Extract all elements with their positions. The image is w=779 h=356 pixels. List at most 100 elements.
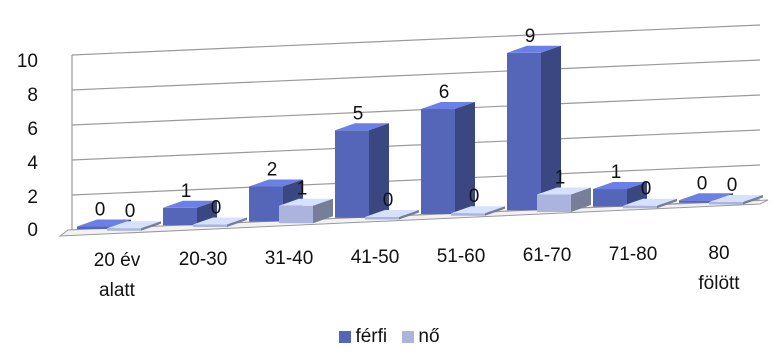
- bar-side: [571, 187, 591, 212]
- legend-label-no: nő: [418, 326, 440, 347]
- bar-side: [227, 217, 247, 227]
- bar-side: [141, 221, 161, 231]
- y-tick-label: 6: [27, 119, 38, 140]
- legend: férfi nő: [0, 326, 779, 349]
- bar: [365, 209, 419, 220]
- y-tick-label: 10: [17, 51, 38, 72]
- x-tick-label: 31-40: [265, 248, 314, 269]
- bar-top: [709, 194, 763, 202]
- x-tick-label: alatt: [99, 280, 136, 301]
- data-label: 2: [267, 160, 278, 181]
- bar-front: [537, 194, 571, 212]
- bar: [507, 45, 561, 211]
- bar-front: [335, 130, 369, 218]
- y-axis: 0 2 4 6 8 10: [17, 51, 39, 241]
- bar: [709, 194, 763, 205]
- bar-front: [421, 109, 455, 215]
- bar-front: [77, 226, 111, 230]
- bar-front: [709, 201, 743, 205]
- data-label: 1: [181, 181, 192, 202]
- bar: [193, 217, 247, 227]
- bar-front: [451, 213, 485, 216]
- bar-front: [365, 216, 399, 220]
- gridline: [71, 129, 761, 161]
- data-label: 5: [353, 103, 364, 124]
- data-label: 0: [95, 200, 106, 221]
- legend-label-ferfi: férfi: [355, 326, 388, 347]
- bar-top: [77, 219, 131, 227]
- gridlines: [58, 24, 769, 237]
- bar-top: [421, 102, 475, 110]
- legend-item-ferfi: férfi: [339, 326, 387, 348]
- x-axis-labels: 20 év alatt 20-30 31-40 41-50 51-60 61-70 71-80…: [94, 243, 741, 301]
- legend-swatch-no: [402, 331, 415, 343]
- data-label: 1: [555, 167, 566, 188]
- bar-front: [193, 224, 227, 227]
- bar-side: [743, 194, 763, 205]
- gridline: [71, 94, 761, 126]
- x-tick-label: 71-80: [609, 244, 658, 265]
- bar-side: [485, 206, 505, 216]
- x-tick-label: 61-70: [523, 245, 572, 266]
- floor: [58, 199, 769, 237]
- bar-side: [657, 198, 677, 209]
- x-tick-label: 51-60: [437, 246, 486, 267]
- bar: [451, 206, 505, 216]
- bar-top: [249, 179, 303, 187]
- x-tick-label: 20 év: [94, 250, 141, 271]
- x-tick-label: 20-30: [179, 249, 228, 270]
- bar-top: [107, 221, 161, 229]
- y-tick-label: 4: [27, 153, 38, 174]
- gridline: [71, 59, 761, 91]
- bar-top: [679, 193, 733, 201]
- bar-top: [279, 198, 333, 206]
- bar-front: [593, 189, 627, 207]
- y-tick-label: 8: [27, 85, 38, 106]
- bar-side: [313, 198, 333, 224]
- bar-side: [541, 45, 561, 211]
- bar-top: [451, 206, 505, 214]
- data-label: 0: [125, 201, 136, 222]
- bar: [421, 102, 475, 215]
- bar-front: [163, 207, 197, 226]
- legend-swatch-ferfi: [339, 331, 352, 343]
- bar-top: [335, 123, 389, 131]
- data-label: 0: [383, 190, 394, 211]
- data-label: 0: [727, 175, 738, 196]
- data-label: 6: [439, 82, 450, 103]
- x-tick-label: 41-50: [351, 247, 400, 268]
- data-label: 0: [641, 179, 652, 200]
- bar-front: [279, 205, 313, 224]
- y-tick-label: 2: [27, 187, 38, 208]
- bar: [335, 123, 389, 218]
- bar: [279, 198, 333, 224]
- bar: [537, 187, 591, 212]
- data-label: 0: [211, 197, 222, 218]
- data-label: 0: [469, 186, 480, 207]
- bar-top: [365, 209, 419, 217]
- bar-side: [455, 102, 475, 215]
- bar-top: [193, 217, 247, 225]
- bar-side: [399, 209, 419, 220]
- y-tick-label: 0: [27, 220, 38, 241]
- bar-top: [593, 182, 647, 190]
- gridline: [71, 24, 761, 56]
- bars: [77, 45, 763, 231]
- data-label: 9: [525, 26, 536, 47]
- bar-top: [163, 200, 217, 208]
- bar-front: [623, 205, 657, 209]
- gridline: [71, 164, 761, 196]
- bar: [623, 198, 677, 209]
- data-label: 0: [697, 173, 708, 194]
- bar-front: [107, 228, 141, 231]
- data-label: 1: [611, 162, 622, 183]
- legend-item-no: nő: [402, 326, 440, 348]
- bar-top: [537, 187, 591, 195]
- x-tick-label: fölött: [698, 273, 740, 294]
- bar-front: [507, 52, 541, 211]
- bar-front: [249, 186, 283, 222]
- bar-front: [679, 200, 713, 203]
- bar: [107, 221, 161, 231]
